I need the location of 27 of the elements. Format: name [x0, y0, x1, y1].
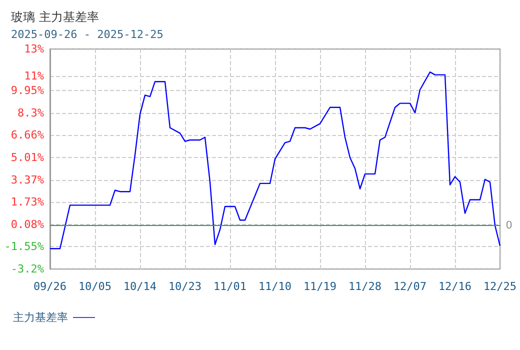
x-tick-label: 12/07	[393, 280, 427, 293]
x-tick-label: 10/14	[123, 280, 157, 293]
x-tick-label: 09/26	[33, 280, 67, 293]
line-series	[49, 71, 501, 250]
y-tick-label: 6.66%	[10, 128, 44, 142]
y-tick-label: 11%	[24, 70, 44, 83]
y-tick-label: 8.3%	[18, 106, 44, 120]
x-tick-label: 12/16	[438, 280, 472, 293]
ref-line-label: 0	[506, 220, 512, 232]
x-tick-label: 11/19	[303, 280, 337, 293]
y-tick-label: 1.73%	[10, 196, 44, 209]
chart-title: 玻璃 主力基差率	[11, 10, 99, 24]
x-tick-label: 12/25	[483, 280, 517, 293]
y-tick-label: 3.37%	[10, 173, 44, 186]
y-tick-label: 5.01%	[10, 151, 44, 164]
x-tick-label: 10/05	[78, 280, 112, 293]
x-tick-label: 11/28	[348, 280, 382, 293]
y-tick-label: 0.08%	[10, 218, 44, 231]
x-tick-label: 11/01	[213, 280, 247, 293]
chart-subtitle: 2025-09-26 - 2025-12-25	[11, 28, 164, 41]
legend-label: 主力基差率	[13, 311, 68, 324]
y-tick-label: 13%	[24, 42, 44, 56]
x-tick-label: 10/23	[168, 280, 202, 293]
y-tick-label: -1.55%	[4, 240, 44, 254]
y-tick-label: 9.95%	[10, 84, 44, 97]
y-tick-label: -3.2%	[10, 262, 44, 276]
x-tick-label: 11/10	[258, 280, 292, 293]
